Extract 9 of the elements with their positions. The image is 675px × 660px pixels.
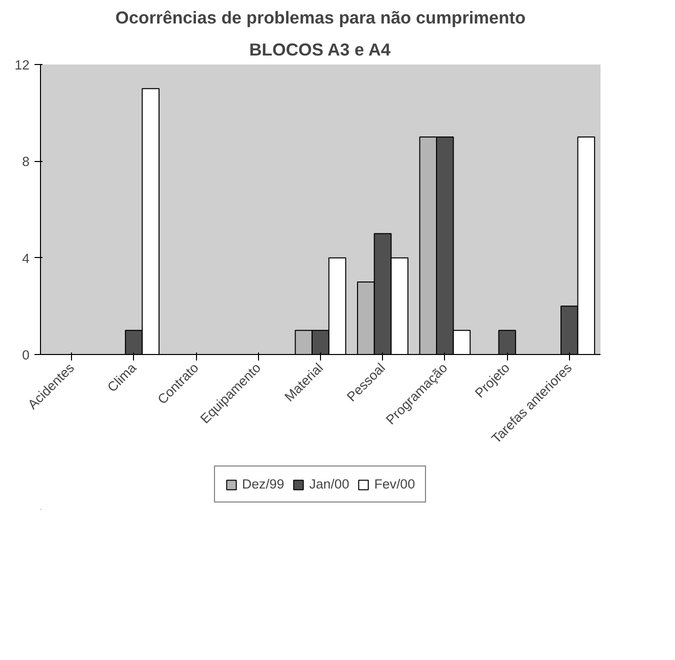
- y-tick-label: 4: [22, 250, 30, 266]
- legend-label: Jan/00: [309, 476, 350, 492]
- chart-subtitle: BLOCOS A3 e A4: [249, 40, 391, 60]
- y-tick-label: 12: [14, 58, 30, 72]
- y-tick-label: 0: [22, 348, 30, 362]
- chart-title: Ocorrências de problemas para não cumprimento: [115, 8, 526, 28]
- y-tick-label: 8: [22, 154, 30, 170]
- legend-label: Dez/99: [242, 476, 284, 492]
- legend-label: Fev/00: [374, 476, 416, 492]
